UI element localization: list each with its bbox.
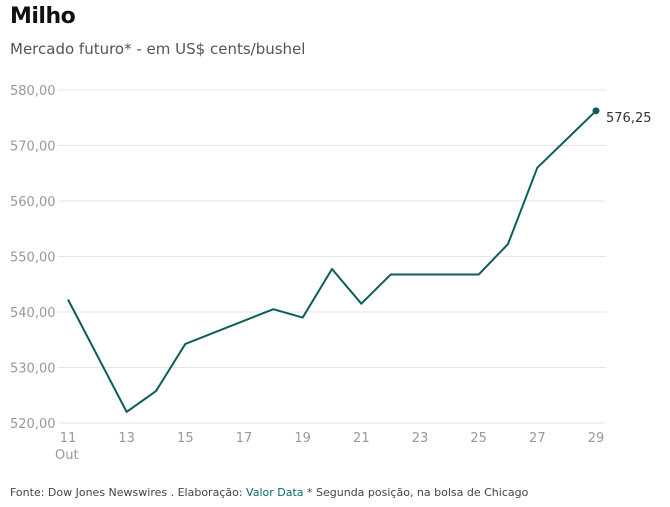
footnote-text: * Segunda posição, na bolsa de Chicago [303,486,529,499]
line-chart: 520,00 530,00 540,00 550,00 560,00 570,00 580,… [10,84,652,463]
x-tick-label: 11 [60,431,77,446]
x-tick-label: 27 [529,431,546,446]
chart-footer: Fonte: Dow Jones Newswires . Elaboração:… [10,486,528,499]
y-tick-label: 530,00 [10,362,56,377]
y-tick-label: 550,00 [10,251,56,266]
source-text: Fonte: Dow Jones Newswires . Elaboração: [10,486,247,499]
x-tick-label: 13 [118,431,135,446]
x-tick-label: 23 [412,431,429,446]
x-tick-label: 29 [588,431,605,446]
last-value-label: 576,25 [606,111,652,126]
y-tick-label: 540,00 [10,306,56,321]
x-tick-label: 25 [470,431,487,446]
y-tick-label: 580,00 [10,84,56,99]
y-tick-label: 560,00 [10,195,56,210]
x-tick-label: 21 [353,431,370,446]
y-tick-label: 570,00 [10,140,56,155]
chart-subtitle: Mercado futuro* - em US$ cents/bushel [10,40,306,58]
chart-title: Milho [10,4,76,29]
series-line [67,110,597,413]
x-tick-label: 15 [177,431,194,446]
valor-data-link[interactable]: Valor Data [246,486,304,499]
y-tick-label: 520,00 [10,417,56,432]
x-tick-label: 17 [236,431,253,446]
last-point-marker [592,107,600,115]
x-tick-label: 19 [294,431,311,446]
x-month-label: Out [55,448,79,463]
